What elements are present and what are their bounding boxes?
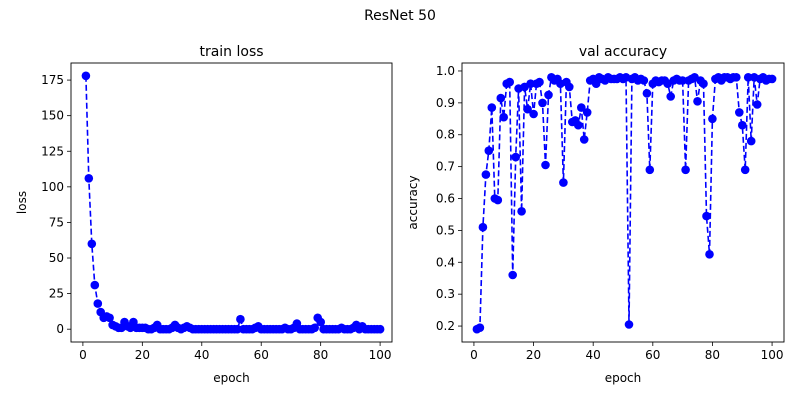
- chart-1-ytick-label: 100: [41, 180, 64, 194]
- chart-2-data-point: [693, 97, 702, 106]
- chart-1-ytick-label: 25: [49, 287, 64, 301]
- chart-2-data-point: [493, 195, 503, 205]
- chart-2-data-point: [705, 250, 714, 259]
- figure-title: ResNet 50: [364, 8, 436, 24]
- chart-1-data-point: [87, 239, 97, 249]
- chart-2-data-point: [523, 104, 532, 114]
- chart-2-data-point: [708, 114, 717, 124]
- chart-2-data-point: [740, 165, 750, 175]
- chart-2-data-point: [517, 207, 526, 216]
- chart-1-title: train loss: [199, 44, 263, 60]
- chart-1-data-point: [84, 174, 94, 183]
- chart-2-xtick-label: 40: [586, 348, 601, 362]
- chart-2-plot-frame: [461, 62, 785, 343]
- chart-2-data-point: [645, 165, 655, 175]
- chart-2-data-point: [624, 320, 634, 329]
- chart-1-plot-frame: [70, 62, 393, 343]
- chart-1-ytick-label: 75: [49, 215, 64, 229]
- chart-2-xtick-label: 80: [705, 348, 720, 362]
- chart-1-xtick-label: 100: [369, 348, 392, 362]
- chart-1-data-point: [310, 323, 320, 333]
- chart-2-data-point: [487, 103, 497, 112]
- chart-2-data-point: [699, 79, 708, 88]
- chart-1-ytick-label: 150: [41, 109, 64, 123]
- chart-2-data-point: [565, 82, 574, 92]
- chart-1-data-point: [375, 324, 385, 334]
- chart-2-data-point: [678, 76, 687, 85]
- chart-2-ytick-label: 0.9: [436, 96, 455, 110]
- chart-1-data-point: [90, 280, 100, 290]
- chart-2-data-point: [559, 178, 568, 187]
- chart-2-data-point: [642, 89, 652, 98]
- chart-1-ytick-label: 50: [49, 251, 64, 265]
- chart-2-data-point: [505, 77, 514, 87]
- chart-2-title: val accuracy: [579, 44, 667, 60]
- chart-2-ytick-label: 0.4: [436, 255, 455, 269]
- chart-1-ytick-label: 125: [41, 144, 64, 158]
- chart-1-ylabel: loss: [15, 191, 29, 214]
- chart-1-xtick-label: 80: [313, 348, 328, 362]
- chart-2-data-point: [746, 136, 756, 146]
- chart-2-ytick-label: 0.2: [436, 319, 455, 333]
- chart-2-data-point: [738, 120, 747, 130]
- chart-1-ytick-label: 0: [56, 322, 64, 336]
- chart-2-data-point: [582, 108, 592, 117]
- chart-2-data-point: [591, 79, 601, 88]
- chart-2-ytick-label: 0.3: [436, 287, 455, 301]
- chart-2-data-point: [735, 108, 744, 117]
- chart-2-data-point: [752, 100, 762, 109]
- chart-2-ytick-label: 0.5: [436, 223, 455, 237]
- chart-2-data-point: [481, 170, 491, 179]
- chart-2-data-point: [478, 222, 488, 232]
- chart-1-data-point: [105, 313, 114, 323]
- chart-1-xtick-label: 40: [194, 348, 209, 362]
- chart-2-xtick-label: 20: [526, 348, 541, 362]
- chart-2-data-point: [544, 90, 553, 100]
- chart-2-data-point: [579, 135, 589, 144]
- chart-1-data-point: [81, 71, 91, 81]
- chart-2-ytick-label: 1.0: [436, 64, 455, 78]
- chart-2-data-point: [743, 73, 753, 82]
- chart-2-data-point: [511, 152, 520, 162]
- chart-1-xtick-label: 0: [79, 348, 87, 362]
- chart-1-xlabel: epoch: [213, 371, 250, 385]
- chart-1-series-line: [85, 75, 381, 331]
- chart-2-data-point: [499, 112, 509, 122]
- chart-2-data-point: [681, 165, 690, 175]
- chart-1-data-point: [236, 314, 245, 324]
- chart-2-series-line: [476, 75, 773, 330]
- chart-1-xtick-label: 20: [135, 348, 150, 362]
- chart-2-data-point: [475, 323, 485, 333]
- chart-2-data-point: [538, 98, 547, 108]
- chart-2-data-point: [577, 103, 586, 112]
- chart-1-data-point: [233, 324, 242, 334]
- chart-1-data-point: [316, 317, 326, 327]
- chart-2-data-point: [767, 74, 777, 84]
- chart-2-data-point: [574, 120, 583, 130]
- chart-1-ytick-label: 175: [41, 73, 64, 87]
- chart-2-data-point: [639, 76, 649, 85]
- chart-2-data-point: [541, 160, 550, 170]
- chart-2-ytick-label: 0.6: [436, 192, 455, 206]
- chart-2-data-point: [732, 73, 741, 82]
- chart-2-data-point: [666, 92, 675, 101]
- chart-2-data-point: [484, 146, 494, 155]
- chart-2-ylabel: accuracy: [406, 175, 420, 229]
- chart-2-ytick-label: 0.7: [436, 160, 455, 174]
- chart-1-data-point: [93, 299, 103, 308]
- chart-2-xtick-label: 100: [761, 348, 784, 362]
- chart-2-ytick-label: 0.8: [436, 128, 455, 142]
- chart-2-data-point: [529, 109, 538, 119]
- chart-2-data-point: [535, 77, 544, 87]
- chart-2-xtick-label: 0: [470, 348, 478, 362]
- chart-2-data-point: [508, 270, 517, 280]
- chart-2-xtick-label: 60: [645, 348, 660, 362]
- chart-2-xlabel: epoch: [605, 371, 642, 385]
- chart-2-data-point: [526, 79, 535, 88]
- chart-1-xtick-label: 60: [254, 348, 269, 362]
- chart-2-data-point: [702, 211, 711, 221]
- chart-2-data-point: [496, 93, 506, 103]
